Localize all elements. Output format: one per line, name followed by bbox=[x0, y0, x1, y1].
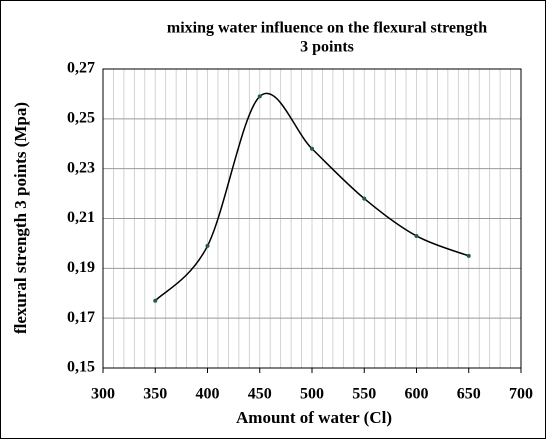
data-point bbox=[310, 146, 314, 151]
data-point bbox=[153, 298, 158, 303]
x-axis-label: Amount of water (Cl) bbox=[236, 408, 392, 427]
x-tick-label: 300 bbox=[91, 386, 115, 403]
data-point bbox=[466, 253, 471, 258]
data-point bbox=[414, 233, 419, 238]
x-tick-label: 550 bbox=[352, 386, 376, 403]
y-tick-label: 0,17 bbox=[67, 309, 95, 326]
chart-title: mixing water influence on the flexural s… bbox=[167, 20, 487, 37]
data-point bbox=[257, 94, 262, 99]
x-tick-label: 400 bbox=[196, 386, 220, 403]
x-tick-label: 350 bbox=[143, 386, 167, 403]
data-point bbox=[205, 243, 210, 248]
y-axis-label: flexural strength 3 points (Mpa) bbox=[11, 102, 30, 334]
x-tick-label: 450 bbox=[248, 386, 272, 403]
x-tick-label: 700 bbox=[509, 386, 533, 403]
y-tick-label: 0,19 bbox=[67, 259, 95, 276]
chart-title: 3 points bbox=[300, 39, 354, 56]
y-tick-label: 0,15 bbox=[67, 359, 95, 376]
data-point bbox=[362, 196, 367, 201]
x-tick-label: 650 bbox=[457, 386, 481, 403]
x-tick-label: 600 bbox=[405, 386, 429, 403]
y-tick-label: 0,21 bbox=[67, 209, 95, 226]
plot-frame bbox=[102, 68, 522, 369]
y-tick-label: 0,23 bbox=[67, 159, 95, 176]
y-tick-label: 0,27 bbox=[67, 60, 95, 77]
y-tick-label: 0,25 bbox=[67, 110, 95, 127]
x-tick-label: 500 bbox=[300, 386, 324, 403]
